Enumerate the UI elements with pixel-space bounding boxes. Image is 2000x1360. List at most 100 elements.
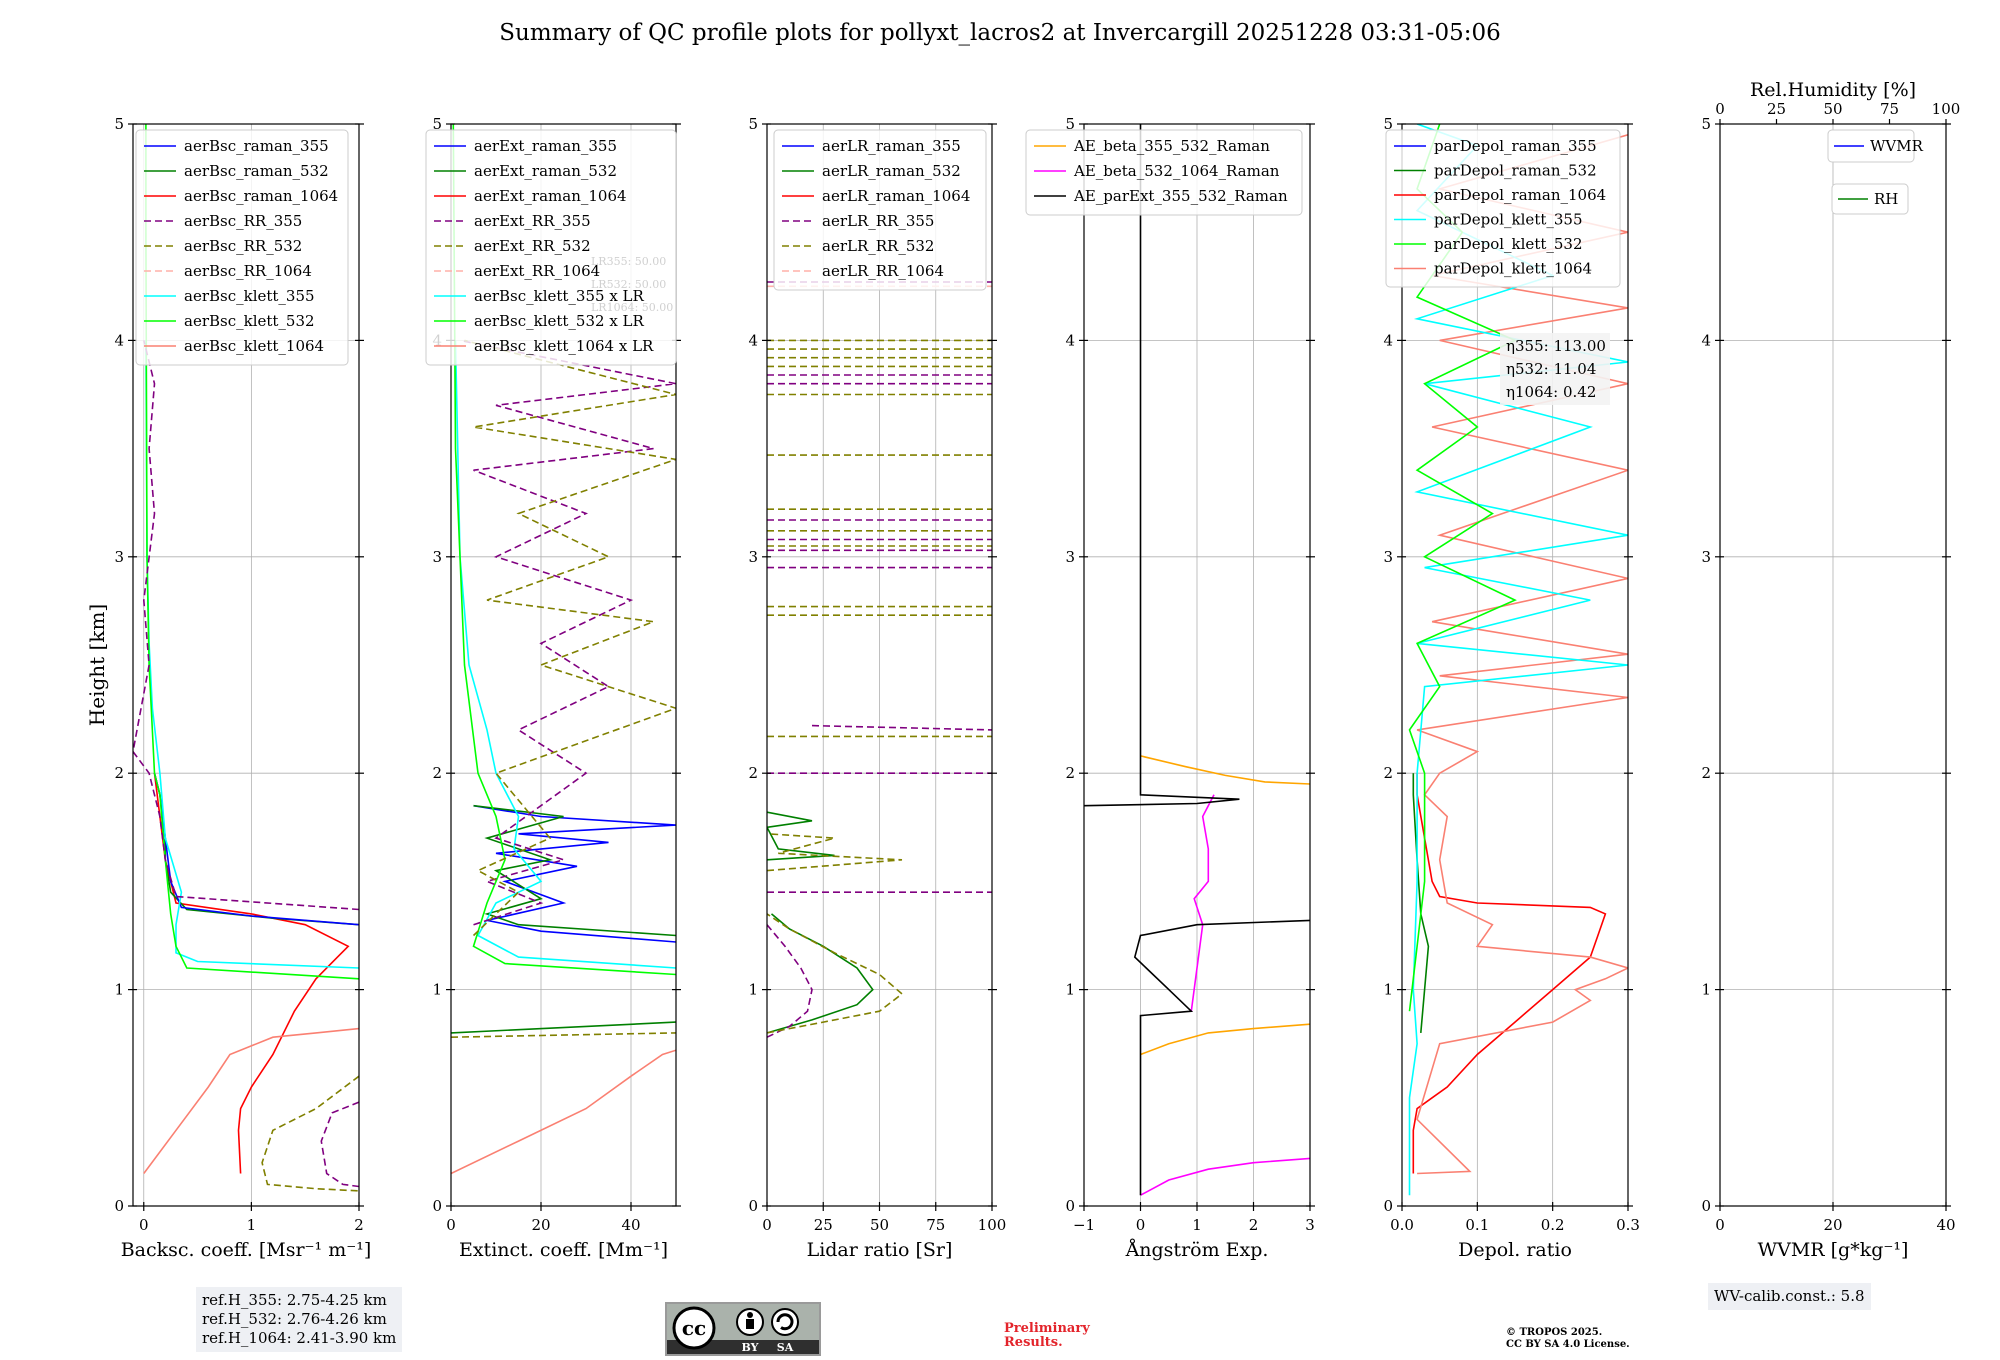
x-tick-label: 0.1: [1465, 1216, 1489, 1234]
x-axis-label: Depol. ratio: [1458, 1239, 1572, 1261]
panel-depol: 0 1 2 3 4 5 0.0 0.1 0.2 0.3 Depol. ratio parDepol_r…: [1383, 115, 1639, 1261]
x-tick-label: 0: [1715, 1216, 1725, 1234]
y-tick-label: 2: [114, 764, 124, 782]
x-tick-label: 1: [247, 1216, 257, 1234]
x-tick-label: 100: [978, 1216, 1007, 1234]
y-tick-label: 0: [748, 1197, 758, 1215]
y-tick-label: 5: [432, 115, 442, 133]
legend-entry: aerLR_raman_532: [822, 162, 961, 180]
top-x-axis-label: Rel.Humidity [%]: [1750, 79, 1916, 101]
legend-entry: aerLR_raman_355: [822, 137, 961, 155]
series-line-aerext-rr-355: [459, 339, 676, 926]
x-tick-label: 1: [1192, 1216, 1202, 1234]
annotation-text: η355: 113.00: [1506, 337, 1606, 355]
legend-box: [773, 129, 987, 291]
cc-logo-text: cc: [682, 1316, 706, 1340]
legend-entry: AE_parExt_355_532_Raman: [1073, 187, 1288, 205]
legend-entry: AE_beta_355_532_Raman: [1073, 137, 1270, 155]
annotation-box: [1500, 333, 1610, 405]
y-tick-label: 1: [432, 981, 442, 999]
y-tick-label: 0: [1065, 1197, 1075, 1215]
series-line-ae-parext-355-532-raman-upper: [1084, 124, 1240, 807]
series-line-aerext-raman-532: [473, 804, 676, 937]
y-tick-label: 2: [1065, 764, 1075, 782]
legend-entry: parDepol_klett_1064: [1434, 260, 1592, 278]
legend-box: [1831, 183, 1909, 215]
legend-entry: aerBsc_klett_1064: [184, 337, 324, 355]
legend-entry: aerLR_RR_532: [822, 237, 934, 255]
y-tick-label: 0: [114, 1197, 124, 1215]
y-tick-label: 3: [432, 548, 442, 566]
legend-entry: aerLR_RR_1064: [822, 262, 944, 280]
sa-label: SA: [777, 1341, 794, 1354]
y-tick-label: 3: [114, 548, 124, 566]
copyright-line-2: CC BY SA 4.0 License.: [1506, 1339, 1630, 1350]
series-line-aerbsc-rr-355-upper: [133, 340, 359, 911]
series-line-aerext-rr-532-low: [451, 1032, 676, 1038]
y-tick-label: 3: [1701, 548, 1711, 566]
legend-entry: WVMR: [1870, 137, 1924, 155]
top-x-tick-label: 0: [1715, 100, 1725, 118]
series-line-aerlr-rr-532-upper: [767, 833, 903, 872]
legend-entry: parDepol_raman_1064: [1434, 186, 1606, 204]
axes-frame: [450, 123, 677, 1207]
y-tick-label: 0: [1701, 1197, 1711, 1215]
preliminary-notice: Preliminary Results.: [1004, 1322, 1090, 1350]
x-tick-label: 20: [1823, 1216, 1842, 1234]
legend-entry: aerExt_RR_355: [474, 212, 591, 230]
y-tick-label: 2: [432, 764, 442, 782]
x-tick-label: 0.3: [1616, 1216, 1640, 1234]
y-tick-label: 4: [1383, 331, 1393, 349]
series-line-aerbsc-klett-532-x-lr: [452, 124, 676, 976]
x-axis-label: Backsc. coeff. [Msr⁻¹ m⁻¹]: [121, 1239, 372, 1261]
legend-box: [425, 129, 677, 366]
series-line-ae-beta-355-532-raman: [1140, 1023, 1310, 1056]
axes-frame: [132, 123, 360, 1207]
panel-bsc: 0 1 2 3 4 5 0 1 2 Backsc. coeff. [Msr⁻¹ m⁻¹] aerBs…: [114, 115, 371, 1261]
y-tick-label: 1: [1383, 981, 1393, 999]
series-line-aerbsc-klett-355: [145, 340, 359, 969]
y-tick-label: 4: [748, 331, 758, 349]
annotation-text: η532: 11.04: [1506, 360, 1596, 378]
y-tick-label: 2: [748, 764, 758, 782]
refh-532: ref.H_532: 2.76-4.26 km: [202, 1310, 387, 1328]
y-tick-label: 3: [1065, 548, 1075, 566]
series-line-aerlr-rr-532: [767, 913, 904, 1034]
series-line-aerbsc-klett-532: [145, 124, 359, 980]
y-tick-label: 2: [1701, 764, 1711, 782]
y-tick-label: 3: [748, 548, 758, 566]
legend-entry: aerBsc_klett_355 x LR: [474, 287, 645, 305]
y-tick-label: 0: [1383, 1197, 1393, 1215]
x-tick-label: 0: [1136, 1216, 1146, 1234]
legend-entry: aerLR_RR_355: [822, 212, 934, 230]
top-x-tick-label: 25: [1767, 100, 1786, 118]
by-label: BY: [742, 1341, 759, 1354]
top-x-tick-label: 50: [1823, 100, 1842, 118]
legend-entry: aerBsc_klett_1064 x LR: [474, 337, 654, 355]
top-x-tick-label: 75: [1880, 100, 1899, 118]
series-line-aerbsc-rr-532: [261, 1075, 359, 1192]
sa-share-alike-icon: [771, 1308, 799, 1336]
legend-entry: aerExt_raman_532: [474, 162, 617, 180]
y-tick-label: 1: [114, 981, 124, 999]
legend-box: [1827, 129, 1915, 163]
legend-entry: parDepol_raman_355: [1434, 137, 1597, 155]
x-tick-label: −1: [1073, 1216, 1095, 1234]
x-tick-label: 50: [870, 1216, 889, 1234]
legend-entry: aerBsc_RR_532: [184, 237, 302, 255]
preliminary-line-2: Results.: [1004, 1335, 1063, 1350]
legend-entry: aerExt_RR_1064: [474, 262, 600, 280]
cc-license-badge: cc BY SA: [665, 1302, 821, 1356]
wv-calibration-box: WV-calib.const.: 5.8: [1708, 1283, 1871, 1310]
x-tick-label: 40: [1936, 1216, 1955, 1234]
series-line-aerbsc-klett-1064: [143, 1027, 359, 1174]
figure-title: Summary of QC profile plots for pollyxt_…: [499, 20, 1501, 46]
legend-entry: aerExt_raman_1064: [474, 187, 627, 205]
series-line-ae-beta-532-1064-raman-upper: [1190, 794, 1215, 1012]
y-axis-label: Height [km]: [85, 604, 109, 726]
series-line-aerlr-raman-532-upper: [767, 811, 835, 861]
series-line-aerbsc-klett-1064-x-lr: [451, 1049, 676, 1175]
series-line-ae-beta-355-532-raman-upper: [1140, 755, 1310, 785]
